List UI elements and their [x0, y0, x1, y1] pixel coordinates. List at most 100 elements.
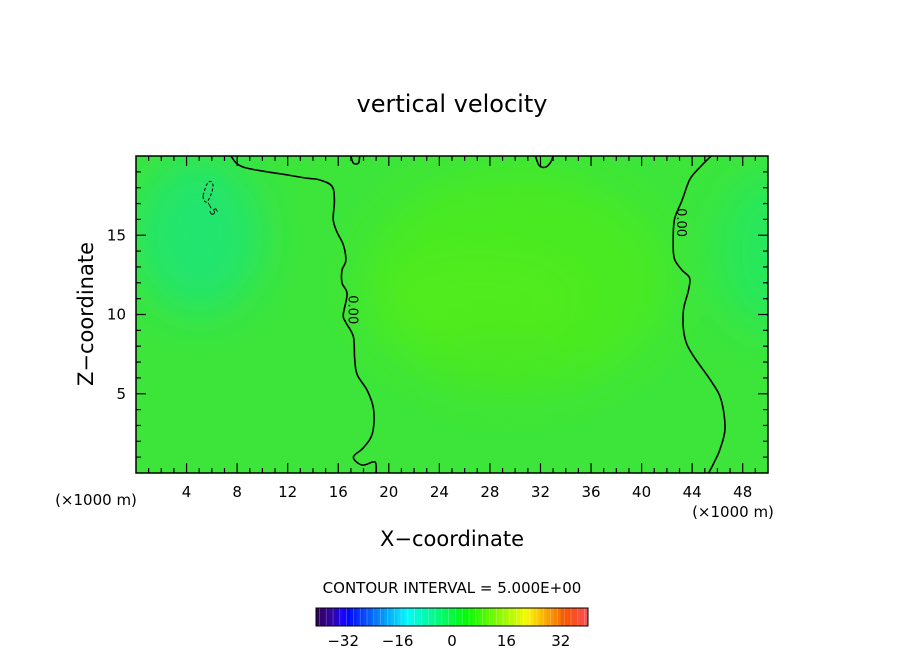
colorbar-cell	[343, 608, 347, 626]
negative-contour	[202, 180, 214, 203]
colorbar-cell	[418, 608, 422, 626]
zero-contour-west	[230, 156, 378, 473]
contour-interval-text: CONTOUR INTERVAL = 5.000E+00	[323, 579, 582, 597]
colorbar-cell	[503, 608, 507, 626]
x-axis-label: X−coordinate	[380, 527, 524, 551]
colorbar-tick-label: −32	[327, 632, 359, 650]
colorbar-cell	[363, 608, 368, 626]
colorbar-cell	[486, 608, 490, 626]
colorbar-tick-label: 0	[447, 632, 457, 650]
colorbar-cell	[547, 608, 551, 626]
colorbar-cell	[367, 608, 371, 626]
colorbar-cell	[574, 608, 579, 626]
x-tick-label: 24	[430, 483, 449, 501]
colorbar-cell	[350, 608, 354, 626]
colorbar-cell	[452, 608, 456, 626]
x-tick-label: 40	[632, 483, 651, 501]
colorbar-cell	[387, 608, 392, 626]
colorbar-cell	[479, 608, 483, 626]
zero-contour-loop-1	[350, 156, 361, 165]
colorbar-tick-label: −16	[382, 632, 414, 650]
y-tick-label: 15	[107, 226, 126, 244]
colorbar-cell	[316, 608, 320, 626]
colorbar-cell	[431, 608, 436, 626]
colorbar-cell	[516, 608, 521, 626]
chart-title: vertical velocity	[357, 90, 548, 118]
field-blob-3	[376, 259, 579, 339]
colorbar-cell	[465, 608, 470, 626]
colorbar-cell	[492, 608, 497, 626]
x-axis-ticks: 4 8 12 16 20 24 28 32 36 40 44 48	[148, 156, 756, 501]
colorbar-cell	[390, 608, 395, 626]
colorbar-cells	[316, 608, 589, 626]
colorbar-cell	[499, 608, 504, 626]
colorbar-cell	[543, 608, 548, 626]
colorbar-cell	[523, 608, 528, 626]
colorbar-cell	[319, 608, 324, 626]
colorbar-cell	[441, 608, 446, 626]
x-tick-label: 48	[733, 483, 752, 501]
x-tick-label: 44	[683, 483, 702, 501]
colorbar-cell	[353, 608, 358, 626]
colorbar-cell	[333, 608, 337, 626]
field-blob-5	[717, 171, 768, 331]
colorbar-cell	[329, 608, 334, 626]
colorbar-cell	[448, 608, 453, 626]
colorbar-cell	[397, 608, 402, 626]
zero-contour-east	[672, 156, 726, 473]
colorbar-cell	[513, 608, 517, 626]
colorbar-cell	[424, 608, 429, 626]
zero-contour-loop-2	[534, 156, 554, 169]
colorbar-cell	[346, 608, 351, 626]
contour-label-east: 0.00	[673, 208, 688, 237]
colorbar-cell	[520, 608, 524, 626]
colorbar-tick-label: 32	[551, 632, 570, 650]
contour-label-west: 0.00	[345, 295, 360, 324]
colorbar-cell	[360, 608, 364, 626]
field-blob-4	[426, 330, 579, 394]
x-tick-label: 28	[480, 483, 499, 501]
colorbar-cell	[322, 608, 327, 626]
colorbar-cell	[526, 608, 531, 626]
colorbar-cell	[373, 608, 378, 626]
x-tick-label: 36	[581, 483, 600, 501]
colorbar-cell	[462, 608, 466, 626]
colorbar-cell	[384, 608, 388, 626]
x-tick-label: 12	[278, 483, 297, 501]
y-tick-label: 10	[107, 306, 126, 324]
colorbar-cell	[564, 608, 568, 626]
colorbar-cell	[339, 608, 344, 626]
x-tick-label: 16	[329, 483, 348, 501]
colorbar-cell	[560, 608, 565, 626]
colorbar-cell	[469, 608, 473, 626]
colorbar-cell	[370, 608, 375, 626]
colorbar-cell	[475, 608, 480, 626]
x-unit-right: (×1000 m)	[692, 503, 774, 521]
y-tick-label: 5	[116, 385, 126, 403]
colorbar-cell	[506, 608, 511, 626]
x-unit-left: (×1000 m)	[55, 491, 137, 509]
y-axis-ticks: 5 10 15	[107, 171, 768, 458]
colorbar-cell	[377, 608, 381, 626]
colorbar-cell	[336, 608, 341, 626]
colorbar-frame	[315, 607, 589, 627]
colorbar-cell	[404, 608, 409, 626]
x-tick-label: 20	[379, 483, 398, 501]
colorbar-cell	[445, 608, 449, 626]
x-tick-label: 8	[232, 483, 242, 501]
colorbar-cell	[438, 608, 443, 626]
x-tick-label: 4	[182, 483, 192, 501]
colorbar-cell	[533, 608, 538, 626]
colorbar-cell	[530, 608, 534, 626]
y-axis-label: Z−coordinate	[74, 242, 98, 386]
colorbar-cell	[577, 608, 582, 626]
field-blob-1	[136, 156, 263, 315]
colorbar-cell	[435, 608, 439, 626]
colorbar-cell	[581, 608, 585, 626]
colorbar-cell	[584, 608, 589, 626]
x-tick-label: 32	[531, 483, 550, 501]
colorbar-cell	[411, 608, 415, 626]
colorbar-cell	[554, 608, 558, 626]
colorbar-cell	[421, 608, 426, 626]
